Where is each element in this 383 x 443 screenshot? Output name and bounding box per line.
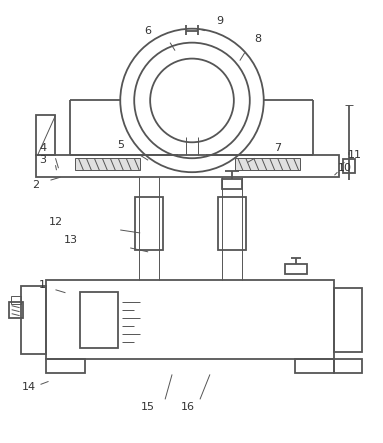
Bar	[80, 292, 118, 348]
Bar	[46, 360, 85, 373]
Bar	[222, 179, 242, 189]
Text: 6: 6	[145, 26, 152, 36]
Text: 11: 11	[347, 150, 362, 160]
Text: 16: 16	[181, 402, 195, 412]
Text: 15: 15	[141, 402, 155, 412]
Bar	[21, 286, 46, 354]
Bar	[9, 302, 23, 318]
Text: 12: 12	[48, 217, 62, 227]
Bar	[218, 197, 246, 250]
Bar	[295, 360, 334, 373]
Bar	[11, 296, 21, 304]
Text: 8: 8	[254, 34, 261, 44]
Bar	[75, 158, 140, 170]
Text: 7: 7	[274, 143, 281, 153]
Bar	[36, 115, 56, 155]
Bar	[334, 360, 362, 373]
Bar	[334, 288, 362, 352]
Text: 4: 4	[39, 143, 46, 153]
Text: 10: 10	[337, 163, 352, 173]
Bar	[135, 197, 163, 250]
Bar	[36, 155, 339, 177]
Text: 1: 1	[39, 280, 46, 290]
Bar	[235, 158, 300, 170]
Text: 9: 9	[216, 16, 223, 26]
Text: 5: 5	[117, 140, 124, 150]
Text: 14: 14	[21, 382, 36, 392]
Bar	[285, 264, 306, 274]
Text: 13: 13	[64, 235, 77, 245]
Text: 3: 3	[39, 155, 46, 165]
Text: 2: 2	[32, 180, 39, 190]
Bar	[344, 159, 355, 173]
Bar	[46, 280, 334, 360]
